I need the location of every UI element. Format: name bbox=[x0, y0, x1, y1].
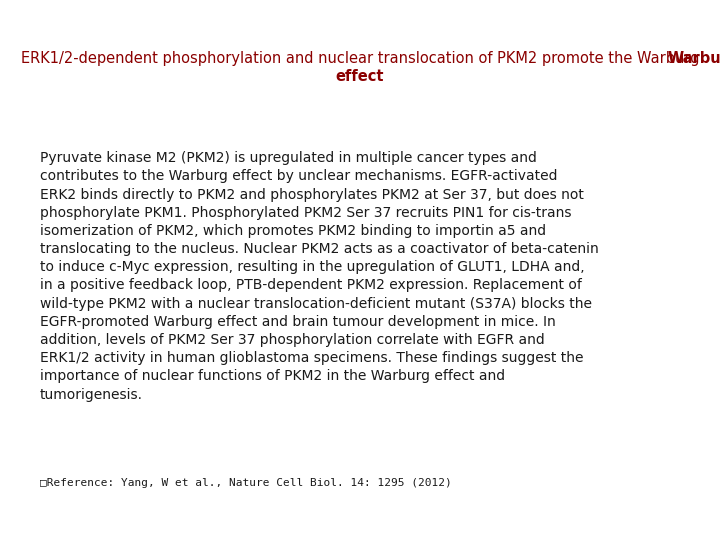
Text: Warburg: Warburg bbox=[668, 51, 720, 66]
Text: effect: effect bbox=[336, 69, 384, 84]
Text: ERK1/2-dependent phosphorylation and nuclear translocation of PKM2 promote the W: ERK1/2-dependent phosphorylation and nuc… bbox=[21, 51, 699, 66]
Text: □Reference: Yang, W et al., Nature Cell Biol. 14: 1295 (2012): □Reference: Yang, W et al., Nature Cell … bbox=[40, 478, 451, 488]
Text: Pyruvate kinase M2 (PKM2) is upregulated in multiple cancer types and
contribute: Pyruvate kinase M2 (PKM2) is upregulated… bbox=[40, 151, 598, 402]
